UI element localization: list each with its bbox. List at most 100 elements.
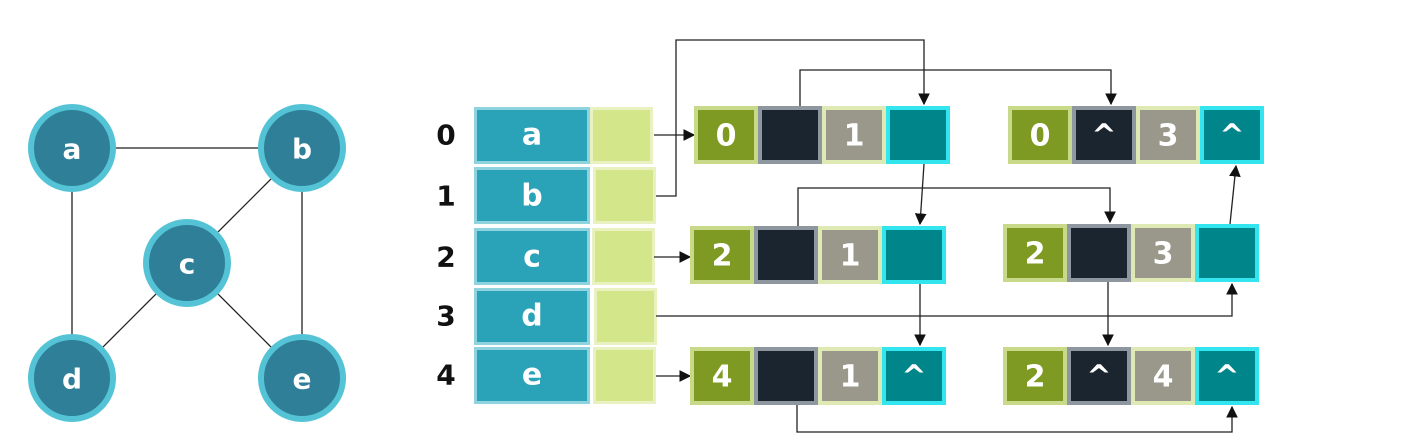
ilink-cell — [754, 347, 818, 405]
ivex-cell-text: 0 — [716, 119, 737, 154]
ivex-cell — [1008, 106, 1072, 164]
edge-node-0-3: 0 ^ 3 ^ — [1008, 106, 1264, 164]
jvex-cell — [1136, 106, 1200, 164]
link-n01-ilink — [799, 69, 1117, 106]
vertex-label: d — [62, 363, 82, 396]
jlink-cell — [882, 347, 946, 405]
jvex-cell-text: 3 — [1158, 119, 1179, 154]
graph-vertices: a b c d e — [28, 104, 346, 422]
firstedge-pointer-cell — [593, 167, 656, 224]
vertex-label: c — [179, 248, 196, 281]
row-index: 2 — [436, 241, 455, 274]
ivex-cell — [694, 106, 758, 164]
ivex-cell-text: 0 — [1030, 119, 1051, 154]
firstedge-pointer-cell — [593, 347, 656, 404]
undirected-graph: a b c d e — [28, 104, 346, 422]
ilink-cell-text: ^ — [1086, 360, 1111, 395]
ivex-cell-text: 4 — [712, 360, 733, 395]
jvex-cell-text: 3 — [1153, 237, 1174, 272]
jlink-cell-text: ^ — [1219, 119, 1244, 154]
graph-vertex-b: b — [258, 104, 346, 192]
ilink-cell — [1072, 106, 1136, 164]
link-n01-jlink — [914, 163, 927, 226]
graph-vertex-a: a — [28, 104, 116, 192]
ivex-cell — [690, 226, 754, 284]
edge-node-4-1: 4 1 ^ — [690, 347, 946, 405]
vertex-circle — [28, 334, 116, 422]
jvex-cell-text: 1 — [840, 360, 861, 395]
vertex-data-cell — [474, 228, 590, 285]
ilink-cell — [758, 106, 822, 164]
vertex-circle — [258, 334, 346, 422]
vertex-data-label: a — [522, 118, 542, 153]
ilink-cell — [1067, 224, 1131, 282]
jvex-cell-text: 4 — [1153, 360, 1174, 395]
jvex-cell — [1131, 224, 1195, 282]
vertex-data-label: c — [523, 240, 541, 275]
row-index: 4 — [436, 359, 455, 392]
jvex-cell — [1131, 347, 1195, 405]
graph-vertex-e: e — [258, 334, 346, 422]
jvex-cell-text: 1 — [844, 119, 865, 154]
vertex-data-label: d — [521, 299, 542, 334]
vertex-circle — [258, 104, 346, 192]
graph-vertex-c: c — [143, 219, 231, 307]
link-d-firstedge — [656, 282, 1238, 317]
link-n21-ilink — [797, 187, 1116, 226]
jlink-cell — [886, 106, 950, 164]
vertex-circle — [28, 104, 116, 192]
jvex-cell — [818, 226, 882, 284]
jlink-cell — [1195, 347, 1259, 405]
jlink-cell-text: ^ — [1214, 360, 1239, 395]
row-index: 1 — [436, 180, 455, 213]
vertex-data-cell — [474, 347, 590, 404]
link-n23-jlink — [1229, 164, 1241, 225]
firstedge-pointer-cell — [594, 288, 657, 345]
vertex-label: e — [293, 363, 312, 396]
vertex-data-cell — [474, 107, 590, 164]
vertex-data-label: b — [521, 179, 542, 214]
firstedge-pointer-cell — [590, 107, 653, 164]
vertex-data-cell — [474, 167, 590, 224]
firstedge-pointer-cell — [592, 228, 655, 285]
vertex-table: 0 a1 b2 c3 d4 e — [436, 107, 657, 404]
jlink-cell-text: ^ — [901, 360, 926, 395]
ivex-cell-text: 2 — [1025, 360, 1046, 395]
jlink-cell — [1195, 224, 1259, 282]
vertex-circle — [143, 219, 231, 307]
ilink-cell — [754, 226, 818, 284]
jvex-cell — [822, 106, 886, 164]
jvex-cell — [818, 347, 882, 405]
vertex-label: b — [292, 133, 312, 166]
link-n41-ilink — [796, 405, 1238, 433]
jlink-cell — [882, 226, 946, 284]
edge-nodes: 0 1 0 ^ 3 ^2 1 2 34 1 ^ 2 ^ 4 ^ — [690, 106, 1264, 405]
ilink-cell-text: ^ — [1091, 119, 1116, 154]
ivex-cell — [1003, 224, 1067, 282]
row-index: 3 — [436, 300, 455, 333]
jvex-cell-text: 1 — [840, 239, 861, 274]
ivex-cell — [1003, 347, 1067, 405]
edge-node-2-4: 2 ^ 4 ^ — [1003, 347, 1259, 405]
graph-vertex-d: d — [28, 334, 116, 422]
ivex-cell — [690, 347, 754, 405]
link-b-firstedge — [656, 39, 930, 197]
ilink-cell — [1067, 347, 1131, 405]
vertex-data-cell — [474, 288, 590, 345]
jlink-cell — [1200, 106, 1264, 164]
vertex-label: a — [63, 133, 82, 166]
row-index: 0 — [436, 119, 455, 152]
vertex-data-label: e — [522, 358, 542, 393]
ivex-cell-text: 2 — [1025, 237, 1046, 272]
pointer-links — [654, 39, 1241, 433]
ivex-cell-text: 2 — [712, 239, 733, 274]
